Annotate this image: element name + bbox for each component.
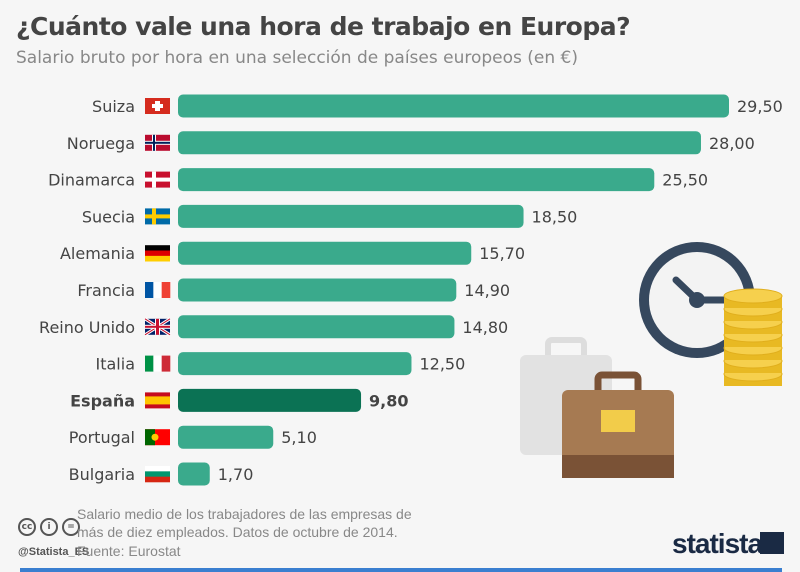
flag-icon xyxy=(145,134,170,151)
flag-icon xyxy=(145,98,170,114)
category-label: Noruega xyxy=(67,134,135,153)
bar xyxy=(178,352,412,376)
flag-icon xyxy=(145,208,170,225)
category-label: Suecia xyxy=(82,207,135,226)
bar xyxy=(178,425,274,449)
flag-icon xyxy=(145,355,171,372)
value-label: 28,00 xyxy=(709,134,755,153)
value-label: 12,50 xyxy=(419,355,465,374)
category-label: Francia xyxy=(77,281,135,300)
flag-icon xyxy=(145,392,170,409)
statista-logo-mark xyxy=(760,532,784,554)
bar xyxy=(178,241,472,265)
bar xyxy=(178,131,701,155)
attribution-icon: i xyxy=(40,518,58,536)
flag-icon xyxy=(144,317,171,337)
value-label: 29,50 xyxy=(737,97,783,116)
category-label: Reino Unido xyxy=(39,318,135,337)
category-label: Portugal xyxy=(69,428,135,447)
value-label: 15,70 xyxy=(479,244,525,263)
value-label: 14,80 xyxy=(462,318,508,337)
category-label: Italia xyxy=(96,355,136,374)
bar xyxy=(178,278,457,302)
twitter-handle: @Statista_ES xyxy=(18,546,90,558)
bar xyxy=(178,168,655,192)
footnote: Salario medio de los trabajadores de las… xyxy=(77,506,412,540)
flag-icon xyxy=(145,282,171,298)
value-label: 9,80 xyxy=(369,391,408,410)
illustration xyxy=(520,242,783,478)
value-label: 5,10 xyxy=(281,428,317,447)
flag-icon xyxy=(145,466,170,483)
creative-commons-icons: cc i = xyxy=(18,518,80,536)
bar xyxy=(178,315,455,339)
flag-icon xyxy=(145,171,170,188)
flag-icon xyxy=(145,245,170,262)
cc-icon: cc xyxy=(18,518,36,536)
chart-subtitle: Salario bruto por hora en una selección … xyxy=(16,48,579,68)
value-label: 25,50 xyxy=(662,171,708,190)
category-label: Dinamarca xyxy=(48,171,135,190)
briefcase-icon xyxy=(562,371,674,478)
flag-icon xyxy=(145,429,170,446)
statista-logo: statista xyxy=(672,528,763,559)
value-label: 18,50 xyxy=(532,207,578,226)
bar-chart: Suiza 29,50 Noruega 28,00 Dinamarca 25,50 Suec… xyxy=(39,94,783,486)
coins-icon xyxy=(723,288,783,386)
bar xyxy=(178,462,210,486)
chart-title: ¿Cuánto vale una hora de trabajo en Euro… xyxy=(16,12,631,41)
category-label: Alemania xyxy=(60,244,135,263)
category-label: Suiza xyxy=(92,97,135,116)
category-label: Bulgaria xyxy=(69,465,135,484)
source: Fuente: Eurostat xyxy=(77,543,181,559)
bottom-bar xyxy=(20,568,782,572)
value-label: 14,90 xyxy=(464,281,510,300)
value-label: 1,70 xyxy=(218,465,254,484)
bar xyxy=(178,204,524,228)
category-label: España xyxy=(70,391,135,410)
bar xyxy=(178,388,362,412)
no-derivatives-icon: = xyxy=(62,518,80,536)
bar xyxy=(178,94,729,118)
